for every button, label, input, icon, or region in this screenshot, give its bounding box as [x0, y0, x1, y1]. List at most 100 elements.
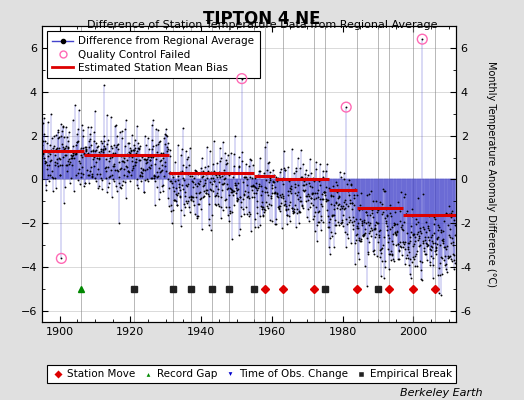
Point: [293, 181, 302, 188]
Point: [119, 152, 127, 159]
Point: [451, 222, 460, 228]
Point: [304, 192, 313, 199]
Point: [139, 166, 147, 173]
Point: [114, 168, 122, 174]
Point: [342, 216, 350, 223]
Point: [247, 183, 256, 189]
Point: [143, 159, 151, 165]
Point: [252, 190, 260, 196]
Point: [352, 236, 361, 243]
Point: [395, 248, 403, 254]
Point: [117, 128, 126, 134]
Point: [420, 226, 428, 232]
Point: [124, 149, 133, 155]
Point: [201, 180, 209, 186]
Point: [54, 129, 62, 135]
Point: [241, 192, 249, 198]
Point: [371, 222, 379, 228]
Point: [195, 201, 203, 208]
Point: [279, 180, 287, 187]
Point: [69, 142, 77, 149]
Point: [274, 194, 282, 200]
Point: [70, 154, 78, 161]
Point: [274, 190, 282, 197]
Point: [237, 204, 245, 210]
Point: [310, 212, 318, 219]
Point: [386, 202, 395, 208]
Point: [201, 163, 209, 170]
Point: [431, 240, 440, 246]
Point: [249, 194, 258, 200]
Point: [382, 218, 390, 224]
Point: [140, 188, 148, 195]
Point: [396, 238, 404, 245]
Point: [126, 178, 135, 184]
Point: [79, 145, 88, 151]
Point: [115, 220, 123, 226]
Point: [239, 196, 247, 202]
Point: [155, 165, 163, 171]
Point: [180, 193, 189, 199]
Point: [147, 162, 155, 168]
Point: [394, 241, 402, 247]
Point: [250, 216, 259, 222]
Point: [47, 111, 55, 118]
Point: [362, 220, 370, 226]
Point: [49, 145, 58, 151]
Point: [449, 238, 457, 245]
Point: [150, 202, 159, 208]
Point: [83, 172, 92, 178]
Point: [271, 184, 279, 190]
Point: [121, 126, 129, 132]
Point: [429, 274, 437, 281]
Point: [340, 176, 348, 182]
Point: [389, 230, 397, 237]
Point: [354, 206, 363, 213]
Point: [288, 205, 296, 212]
Point: [252, 180, 260, 186]
Point: [364, 251, 372, 258]
Point: [50, 143, 58, 149]
Point: [163, 176, 172, 182]
Point: [166, 169, 174, 175]
Point: [175, 184, 183, 190]
Point: [103, 189, 111, 195]
Point: [241, 174, 249, 180]
Point: [416, 242, 424, 249]
Point: [428, 231, 436, 238]
Point: [358, 221, 367, 228]
Point: [66, 180, 74, 186]
Point: [450, 252, 458, 258]
Point: [296, 198, 304, 204]
Point: [368, 210, 376, 216]
Point: [366, 220, 374, 226]
Point: [203, 175, 211, 181]
Point: [128, 154, 136, 160]
Point: [182, 182, 191, 189]
Point: [389, 240, 398, 247]
Point: [375, 228, 383, 234]
Point: [126, 172, 135, 178]
Point: [244, 170, 252, 176]
Point: [440, 217, 448, 224]
Point: [319, 219, 327, 225]
Point: [317, 213, 325, 219]
Point: [245, 212, 254, 219]
Point: [279, 202, 288, 209]
Point: [192, 190, 200, 197]
Point: [96, 151, 104, 157]
Point: [155, 196, 163, 202]
Point: [164, 194, 172, 201]
Point: [117, 182, 126, 188]
Point: [225, 217, 233, 224]
Point: [167, 208, 175, 214]
Point: [108, 171, 116, 178]
Point: [417, 230, 425, 236]
Point: [409, 243, 417, 249]
Point: [156, 138, 164, 144]
Point: [274, 204, 282, 210]
Point: [391, 232, 400, 238]
Point: [219, 181, 227, 187]
Point: [355, 235, 363, 241]
Point: [116, 185, 125, 191]
